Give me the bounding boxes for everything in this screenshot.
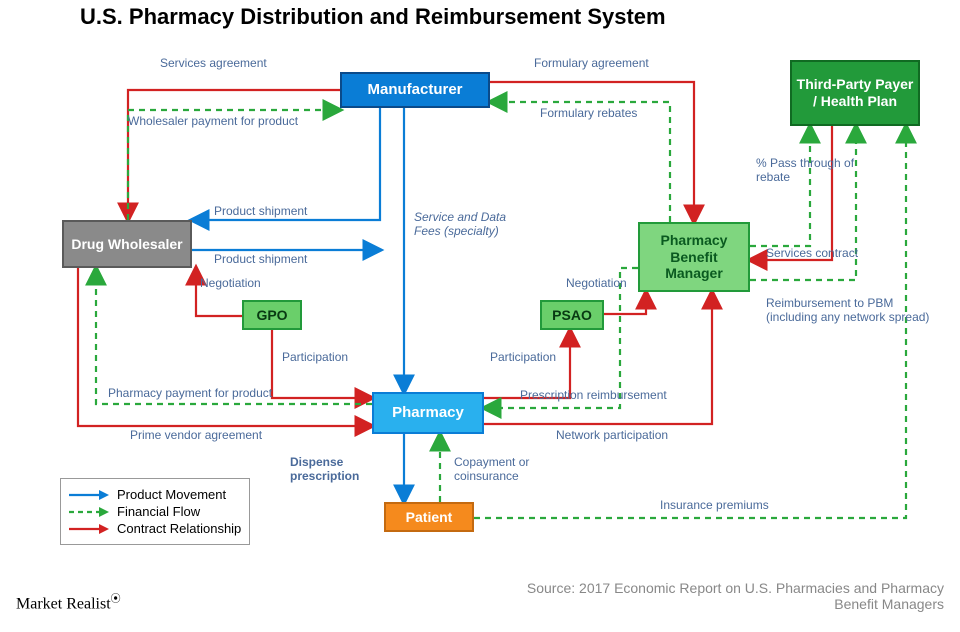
legend-row-financial: Financial Flow <box>69 504 241 519</box>
legend-arrow-product <box>69 488 109 502</box>
node-pbm: Pharmacy Benefit Manager <box>638 222 750 292</box>
edge-label: Formulary agreement <box>534 56 649 70</box>
edge-label: Participation <box>282 350 348 364</box>
edge-label: Network participation <box>556 428 668 442</box>
market-realist-logo: Market Realist⦿ <box>16 590 121 613</box>
legend-row-product: Product Movement <box>69 487 241 502</box>
edge-label: Insurance premiums <box>660 498 769 512</box>
edge-label: Negotiation <box>566 276 627 290</box>
legend-row-contract: Contract Relationship <box>69 521 241 536</box>
edge-label: Product shipment <box>214 252 307 266</box>
edge-label: Prime vendor agreement <box>130 428 262 442</box>
edge-label: Services contract <box>766 246 858 260</box>
node-pharmacy: Pharmacy <box>372 392 484 434</box>
node-patient: Patient <box>384 502 474 532</box>
edge-label: Reimbursement to PBM (including any netw… <box>766 296 936 324</box>
edge-label: Prescription reimbursement <box>520 388 667 402</box>
legend-label-contract: Contract Relationship <box>117 521 241 536</box>
legend-arrow-contract <box>69 522 109 536</box>
edge-label: Services agreement <box>160 56 267 70</box>
source-text: Source: 2017 Economic Report on U.S. Pha… <box>484 580 944 612</box>
edge-label: Service and Data Fees (specialty) <box>414 210 514 238</box>
legend-label-product: Product Movement <box>117 487 226 502</box>
node-third-party: Third-Party Payer / Health Plan <box>790 60 920 126</box>
node-wholesaler: Drug Wholesaler <box>62 220 192 268</box>
edge-label: Participation <box>490 350 556 364</box>
edge-label: Copayment or coinsurance <box>454 455 564 483</box>
logo-text: Market Realist <box>16 595 111 612</box>
edge-label: Dispense prescription <box>290 455 380 483</box>
edge-label: Negotiation <box>200 276 261 290</box>
edge-label: Formulary rebates <box>540 106 637 120</box>
node-gpo: GPO <box>242 300 302 330</box>
node-manufacturer: Manufacturer <box>340 72 490 108</box>
edge-label: Product shipment <box>214 204 307 218</box>
legend-arrow-financial <box>69 505 109 519</box>
chart-title: U.S. Pharmacy Distribution and Reimburse… <box>80 4 666 30</box>
edge-label: Pharmacy payment for product <box>108 386 272 400</box>
node-psao: PSAO <box>540 300 604 330</box>
edge-label: Wholesaler payment for product <box>128 114 298 128</box>
edge-label: % Pass through of rebate <box>756 156 866 184</box>
legend-label-financial: Financial Flow <box>117 504 200 519</box>
legend: Product Movement Financial Flow Contract… <box>60 478 250 545</box>
